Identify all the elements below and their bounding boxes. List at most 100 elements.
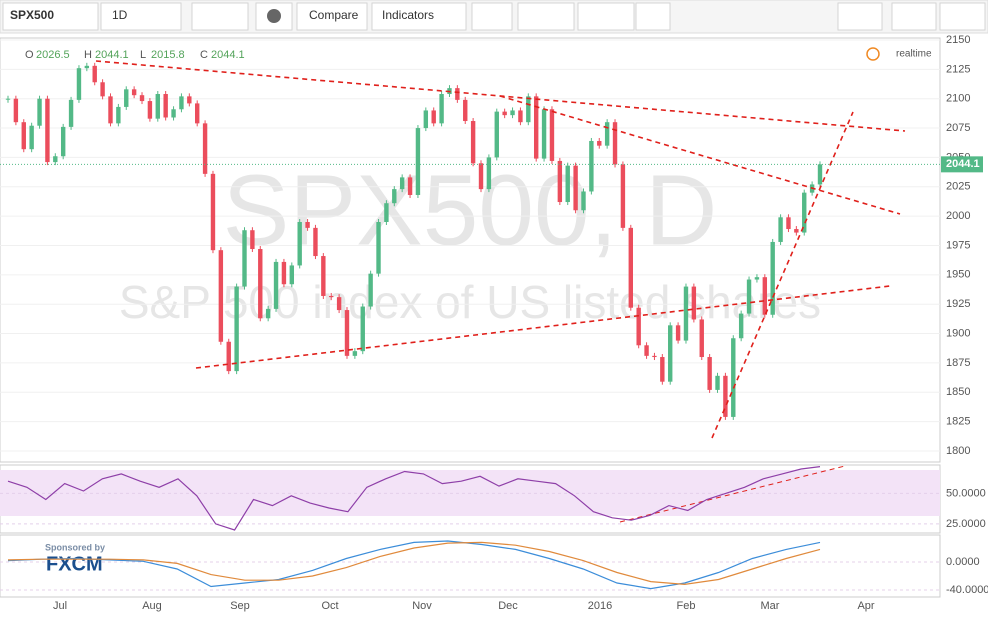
- candle: [723, 375, 728, 417]
- candle: [762, 277, 768, 315]
- y-tick-label: 50.0000: [946, 487, 986, 499]
- candle: [636, 307, 641, 346]
- candle: [76, 68, 82, 100]
- alert-btn[interactable]: [471, 2, 513, 31]
- candle: [597, 140, 602, 146]
- candle: [124, 89, 129, 107]
- legend-key: O: [25, 49, 34, 61]
- trendline: [619, 465, 846, 523]
- candle: [273, 261, 279, 309]
- candle: [131, 89, 137, 96]
- compare[interactable]: Compare: [309, 8, 359, 22]
- candle: [691, 286, 697, 320]
- gear-icon: [267, 9, 281, 23]
- trendlines: [95, 60, 906, 523]
- load-btn[interactable]: [891, 2, 937, 31]
- symbol-box[interactable]: [2, 2, 99, 31]
- candle: [502, 111, 507, 116]
- candle: [794, 229, 799, 233]
- x-tick-label: Apr: [857, 600, 874, 612]
- fullscreen-btn[interactable]: [635, 2, 671, 31]
- watermark-subtitle: S&P 500 index of US listed shares: [119, 276, 821, 328]
- x-tick-label: Nov: [412, 600, 432, 612]
- candle: [707, 357, 712, 390]
- candle: [202, 123, 208, 174]
- save-btn[interactable]: [939, 2, 986, 31]
- candle: [581, 191, 586, 211]
- candle: [329, 295, 334, 298]
- candle: [644, 345, 649, 356]
- candle: [541, 109, 547, 159]
- sponsor: Sponsored by: [45, 542, 105, 552]
- candle: [242, 230, 247, 287]
- candle: [234, 286, 239, 372]
- interval[interactable]: 1D: [112, 8, 128, 22]
- candle: [415, 128, 421, 195]
- y-tick-label: 1950: [946, 269, 970, 281]
- layout-btn[interactable]: [837, 2, 883, 31]
- candle: [620, 164, 626, 228]
- candle: [368, 273, 373, 307]
- candle: [526, 96, 531, 123]
- x-tick-label: Sep: [230, 600, 250, 612]
- y-tick-label: 0.0000: [946, 556, 980, 568]
- candle: [84, 65, 90, 69]
- undo-redo[interactable]: [577, 2, 635, 31]
- legend-key: L: [140, 49, 146, 61]
- legend-value: 2044.1: [211, 49, 245, 61]
- candle: [731, 338, 736, 417]
- legend-value: 2026.5: [36, 49, 70, 61]
- x-tick-label: Dec: [498, 600, 518, 612]
- candle: [557, 160, 563, 203]
- chart-style[interactable]: [191, 2, 249, 31]
- y-tick-label: 1850: [946, 386, 970, 398]
- x-tick-label: Jul: [53, 600, 67, 612]
- candle: [305, 221, 310, 228]
- compare-btn[interactable]: [296, 2, 368, 31]
- candle: [179, 96, 184, 110]
- candle: [258, 249, 263, 319]
- candle: [108, 96, 113, 124]
- candle: [510, 110, 515, 116]
- candle: [195, 103, 200, 124]
- candle: [384, 203, 389, 222]
- candle: [155, 94, 160, 119]
- candle: [565, 165, 570, 203]
- candle: [29, 125, 34, 150]
- candle: [604, 122, 610, 146]
- candle: [683, 286, 689, 341]
- indicators[interactable]: Indicators: [382, 8, 434, 22]
- candle: [486, 157, 492, 190]
- candle: [699, 319, 704, 358]
- legend-value: 2044.1: [95, 49, 129, 61]
- candle: [754, 277, 760, 280]
- candle: [187, 96, 192, 104]
- last-price-label: 2044.1: [946, 158, 980, 170]
- candle: [297, 221, 302, 266]
- y-tick-label: 2100: [946, 93, 970, 105]
- candle: [60, 126, 66, 157]
- candle: [139, 95, 145, 102]
- idea-btn[interactable]: [517, 2, 575, 31]
- candle: [116, 106, 121, 124]
- candle: [100, 82, 105, 97]
- candle: [668, 325, 673, 382]
- y-tick-label: 2000: [946, 210, 970, 222]
- macd-pane: [0, 534, 941, 598]
- interval-box[interactable]: [100, 2, 182, 31]
- candle: [218, 250, 224, 342]
- y-tick-label: -40.0000: [946, 584, 988, 596]
- candle: [352, 351, 358, 356]
- symbol[interactable]: SPX500: [10, 8, 54, 22]
- candle: [463, 99, 468, 122]
- candle: [439, 94, 444, 124]
- candle: [660, 357, 665, 382]
- x-tick-label: Aug: [142, 600, 162, 612]
- indicators-btn[interactable]: [371, 2, 467, 31]
- candle: [45, 98, 50, 163]
- candle: [455, 88, 460, 100]
- candle: [715, 375, 720, 390]
- candle: [250, 230, 255, 250]
- candle: [171, 109, 176, 118]
